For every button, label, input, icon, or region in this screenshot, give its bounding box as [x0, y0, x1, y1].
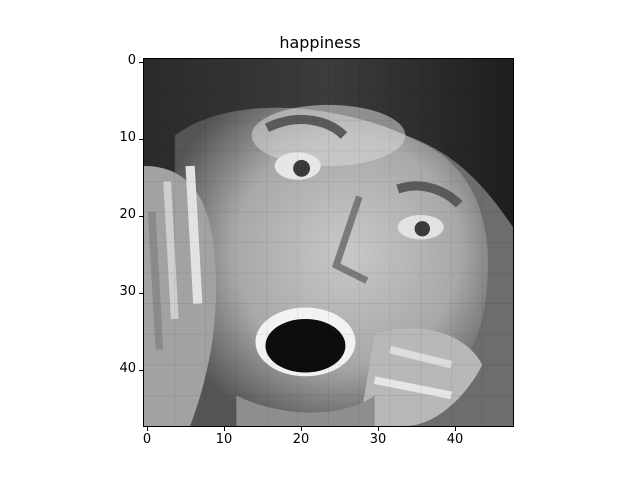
- x-tick-mark: [378, 427, 379, 431]
- y-tick-mark: [139, 293, 143, 294]
- x-tick-label: 0: [142, 432, 152, 447]
- x-tick-mark: [147, 427, 148, 431]
- x-tick-label: 20: [292, 432, 310, 447]
- x-tick-label: 40: [446, 432, 464, 447]
- x-tick-label: 30: [369, 432, 387, 447]
- plot-title: happiness: [279, 33, 361, 52]
- face-image: [143, 58, 514, 427]
- y-tick-label: 30: [119, 284, 136, 299]
- grayscale-face-icon: [144, 59, 513, 426]
- y-tick-label: 0: [127, 53, 136, 68]
- x-tick-mark: [455, 427, 456, 431]
- y-tick-mark: [139, 139, 143, 140]
- y-tick-mark: [139, 62, 143, 63]
- y-tick-label: 40: [119, 361, 136, 376]
- x-tick-mark: [301, 427, 302, 431]
- y-tick-mark: [139, 216, 143, 217]
- x-tick-mark: [224, 427, 225, 431]
- y-tick-label: 10: [119, 130, 136, 145]
- y-tick-mark: [139, 370, 143, 371]
- y-tick-label: 20: [119, 207, 136, 222]
- x-tick-label: 10: [215, 432, 233, 447]
